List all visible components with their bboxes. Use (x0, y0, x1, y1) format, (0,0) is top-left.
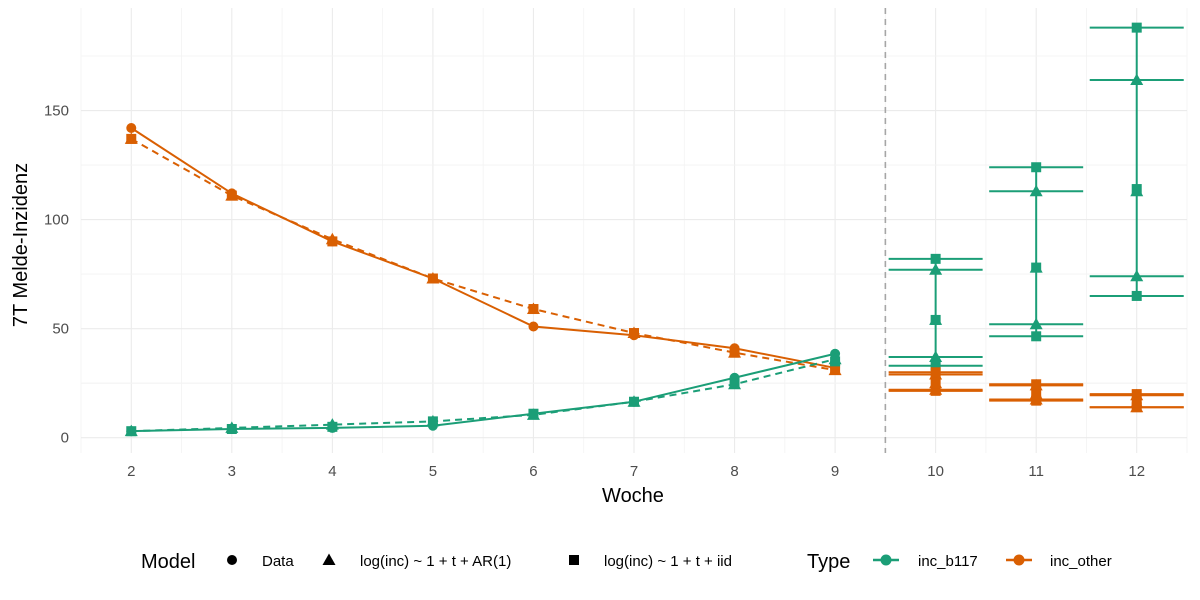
forecast-upper-ar1-marker (1029, 184, 1043, 197)
inc_other-point (528, 321, 539, 332)
y-tick-labels: 0 50 100 150 (44, 103, 69, 447)
grid (80, 8, 1188, 453)
forecast-upper-ar1-marker (929, 263, 943, 275)
x-tick-label: 5 (429, 463, 437, 480)
legend-type-key-marker (880, 554, 892, 566)
series-line-inc_b117 (131, 352, 836, 433)
forecast-upper-iid-marker (930, 253, 941, 264)
series-lines (130, 127, 836, 433)
forecast-point-iid-marker (1131, 184, 1142, 195)
forecast-point-iid-marker (1031, 262, 1042, 273)
inc_b117-point (528, 408, 539, 419)
forecast-point-iid-marker (1131, 397, 1142, 408)
forecast-upper-iid-marker (930, 367, 941, 378)
inc_other-point (629, 328, 639, 339)
forecast-upper-iid-marker (1131, 389, 1142, 400)
x-tick-label: 6 (529, 463, 537, 480)
legend-type-title: Type (807, 551, 850, 573)
legend-model-label: log(inc) ~ 1 + t + AR(1) (360, 553, 511, 570)
legend-type-label: inc_other (1050, 553, 1112, 570)
legend-model-items: Data log(inc) ~ 1 + t + AR(1) log(inc) ~ 1… (227, 553, 732, 570)
data-points (124, 22, 1144, 437)
x-tick-label: 3 (228, 463, 236, 480)
forecast-lower-ar1-marker (1130, 269, 1144, 282)
legend-model-title: Model (141, 551, 195, 573)
y-tick-label: 150 (44, 103, 69, 120)
x-tick-label: 7 (630, 463, 638, 480)
x-tick-label: 9 (831, 463, 839, 480)
legend-model-label: Data (262, 553, 294, 570)
x-tick-label: 2 (127, 463, 135, 480)
x-tick-label: 10 (927, 463, 944, 480)
x-tick-label: 8 (730, 463, 738, 480)
forecast-lower-iid-marker (1031, 331, 1042, 342)
inc_b117-point (830, 356, 841, 367)
forecast-lower-iid-marker (930, 385, 941, 396)
series-line-inc_other (130, 127, 836, 369)
series-line-inc_b117 (131, 358, 836, 433)
legend: Model Data log(inc) ~ 1 + t + AR(1) log(in… (141, 551, 1112, 573)
inc_b117-point (126, 426, 137, 437)
y-tick-label: 50 (52, 321, 69, 338)
x-axis-title: Woche (602, 485, 664, 507)
legend-model-key-icon (569, 555, 579, 565)
legend-model-key-icon (227, 555, 237, 565)
x-tick-label: 4 (328, 463, 336, 480)
forecast-lower-iid-marker (930, 360, 941, 371)
y-tick-label: 0 (61, 430, 69, 447)
y-tick-label: 100 (44, 212, 69, 229)
forecast-lower-ar1-marker (929, 350, 943, 363)
legend-type-label: inc_b117 (918, 553, 978, 570)
series-line-inc_other (130, 138, 836, 372)
forecast-upper-iid-marker (1031, 379, 1042, 390)
inc_other-point (830, 362, 841, 373)
legend-type-items: inc_b117 inc_other (873, 553, 1112, 570)
inc_other-point (226, 190, 237, 201)
inc_other-point (729, 347, 740, 358)
legend-type-key-marker (1013, 554, 1025, 566)
legend-model-key-icon (322, 553, 336, 565)
forecast-lower-ar1-marker (1029, 317, 1043, 330)
inc_other-point (327, 236, 338, 247)
inc_other-point (126, 133, 137, 144)
forecast-upper-ar1-marker (1130, 73, 1144, 85)
forecast-point-iid-marker (930, 378, 941, 389)
inc_other-point (528, 304, 539, 315)
inc_b117-point (226, 424, 237, 435)
forecast-upper-iid-marker (1131, 22, 1142, 33)
inc_b117-point (427, 416, 438, 427)
legend-model-label: log(inc) ~ 1 + t + iid (604, 553, 732, 570)
forecast-lower-iid-marker (1131, 290, 1142, 301)
x-tick-label: 12 (1128, 463, 1145, 480)
inc_b117-point (327, 421, 338, 432)
forecast-point-iid-marker (930, 314, 941, 325)
forecast-upper-iid-marker (1031, 162, 1042, 173)
forecast-point-iid-marker (1031, 389, 1042, 400)
inc_b117-point (629, 396, 639, 407)
inc_b117-point (729, 378, 740, 389)
x-tick-label: 11 (1028, 463, 1044, 480)
y-axis-title: 7T Melde-Inzidenz (10, 163, 32, 327)
forecast-lower-iid-marker (1031, 395, 1042, 406)
x-tick-labels: 2 3 4 5 6 7 8 9 10 11 12 (127, 463, 1145, 480)
inc_other-point (427, 273, 438, 284)
inc_other-point (126, 122, 137, 133)
